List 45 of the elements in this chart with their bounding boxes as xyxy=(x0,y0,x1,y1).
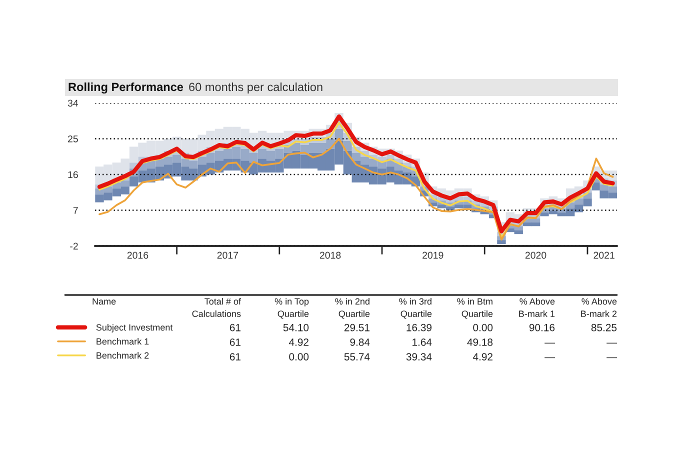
y-tick-label: 16 xyxy=(68,171,78,178)
text: 90.16 xyxy=(529,324,555,332)
text: 39.34 xyxy=(406,353,432,360)
y-tick-label: 34 xyxy=(68,100,78,107)
text: — xyxy=(606,357,617,358)
text: 61 xyxy=(230,353,240,360)
text: 16.39 xyxy=(406,324,432,332)
text: 54.10 xyxy=(283,324,309,332)
text: — xyxy=(544,342,555,344)
text: 0.00 xyxy=(473,324,493,332)
text: Name xyxy=(92,298,116,305)
legend-label: Benchmark 1 xyxy=(96,338,149,345)
text: % in Btm Quartile xyxy=(457,298,493,319)
text: 9.84 xyxy=(350,338,370,346)
legend-label: Subject Investment xyxy=(96,324,173,332)
x-tick-label: 2019 xyxy=(422,252,444,259)
y-tick-label: 7 xyxy=(73,207,78,214)
x-tick-label: 2017 xyxy=(217,252,238,259)
x-tick-label: 2020 xyxy=(525,252,546,259)
y-tick-label: -2 xyxy=(70,242,78,250)
text: 55.74 xyxy=(344,353,370,360)
text: 1.64 xyxy=(412,338,432,346)
text: 4.92 xyxy=(472,353,492,360)
text: 4.92 xyxy=(288,338,308,346)
legend-label: Benchmark 2 xyxy=(96,352,149,359)
text: 29.51 xyxy=(344,324,370,332)
text: — xyxy=(544,357,555,358)
text: 0.00 xyxy=(289,353,309,360)
text: Total # of Calculations xyxy=(192,298,242,317)
text: 85.25 xyxy=(591,324,617,332)
text: % Above B-mark 2 xyxy=(581,298,617,317)
text: 61 xyxy=(230,338,240,346)
text: 61 xyxy=(230,324,240,332)
text: — xyxy=(606,342,617,344)
y-tick-label: 25 xyxy=(68,135,78,142)
text: % Above B-mark 1 xyxy=(519,298,555,317)
x-tick-label: 2021 xyxy=(594,252,614,259)
x-tick-label: 2016 xyxy=(127,252,148,259)
text: % in 3rd Quartile xyxy=(399,298,432,319)
chart-title: Rolling Performance xyxy=(68,82,184,94)
text: 49.18 xyxy=(467,338,493,346)
text: % in 2nd Quartile xyxy=(335,298,370,319)
text: % in Top Quartile xyxy=(274,298,309,319)
x-tick-label: 2018 xyxy=(320,252,341,259)
chart-subtitle: 60 months per calculation xyxy=(189,82,322,94)
